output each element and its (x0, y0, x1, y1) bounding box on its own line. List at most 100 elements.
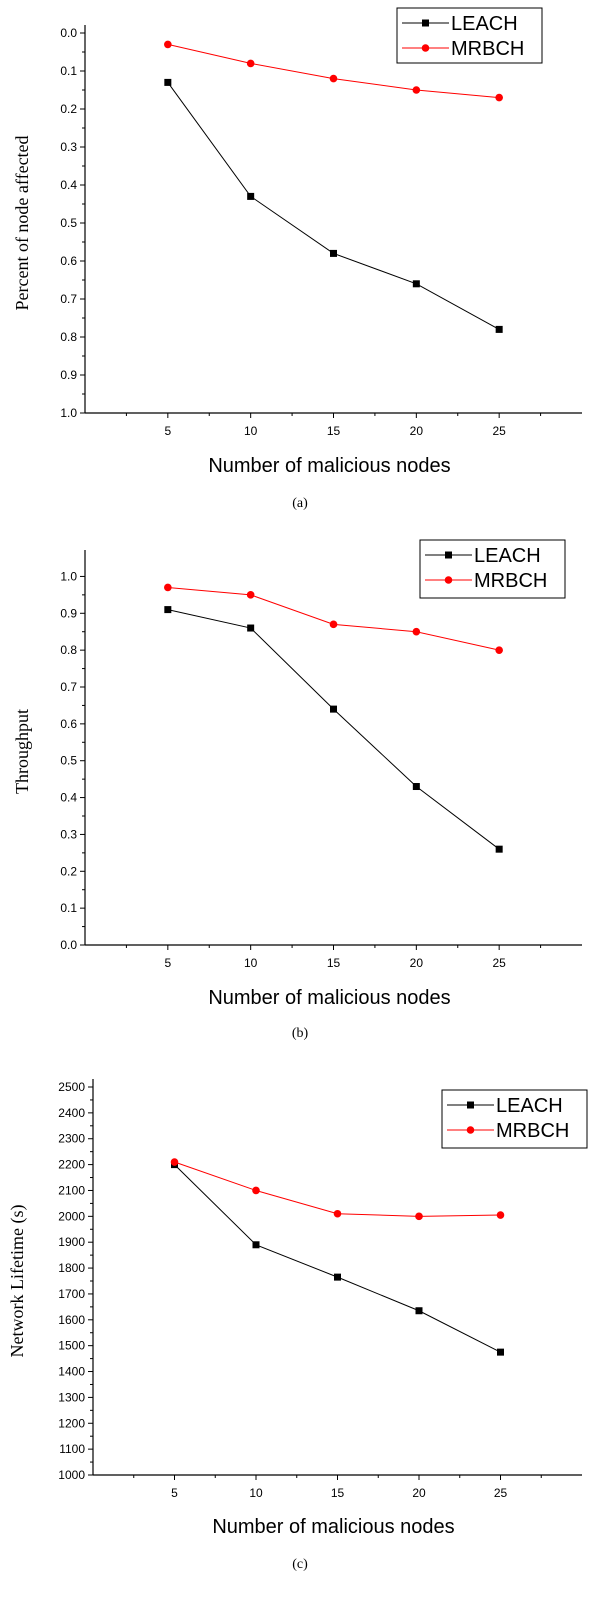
x-axis-label: Number of malicious nodes (208, 455, 450, 477)
y-tick-label: 1700 (58, 1287, 85, 1301)
y-tick-label: 0.7 (60, 292, 77, 306)
data-point-leach (497, 1348, 504, 1356)
x-tick-label: 15 (327, 956, 341, 970)
x-tick-label: 15 (331, 1486, 345, 1500)
x-tick-label: 25 (492, 956, 506, 970)
legend-marker-leach (467, 1101, 474, 1109)
data-point-leach (330, 249, 337, 257)
data-point-mrbch (252, 1186, 260, 1195)
legend-marker-mrbch (466, 1126, 475, 1134)
legend-marker-leach (445, 551, 452, 559)
y-tick-label: 0.2 (60, 102, 77, 116)
x-tick-label: 25 (492, 424, 506, 438)
y-tick-label: 0.9 (60, 606, 77, 620)
legend-label-mrbch: MRBCH (496, 1120, 569, 1142)
legend-label-leach: LEACH (451, 13, 518, 35)
legend-label-mrbch: MRBCH (474, 570, 547, 592)
data-point-leach (412, 280, 420, 288)
data-point-mrbch (164, 583, 172, 592)
legend-label-mrbch: MRBCH (451, 38, 524, 60)
y-tick-label: 1400 (58, 1365, 85, 1379)
legend-marker-leach (422, 19, 429, 27)
y-tick-label: 2200 (58, 1158, 85, 1172)
series-line-leach (167, 82, 500, 330)
y-tick-label: 2300 (58, 1132, 85, 1146)
y-tick-label: 0.5 (60, 754, 77, 768)
y-tick-label: 0.3 (60, 827, 77, 841)
x-tick-label: 10 (244, 956, 258, 970)
series-line-leach (167, 609, 500, 850)
y-tick-label: 0.8 (60, 643, 77, 657)
x-tick-label: 10 (244, 424, 258, 438)
data-point-leach (495, 845, 503, 853)
data-point-mrbch (495, 646, 503, 654)
x-axis-label: Number of malicious nodes (212, 1516, 454, 1538)
legend-box (419, 539, 566, 599)
y-tick-label: 1500 (58, 1339, 85, 1353)
y-tick-label: 0.6 (60, 254, 77, 268)
legend-label-leach: LEACH (474, 545, 541, 567)
legend-marker-mrbch (421, 44, 430, 52)
data-point-mrbch (246, 59, 255, 68)
y-tick-label: 1000 (58, 1468, 85, 1482)
y-tick-label: 1200 (58, 1416, 85, 1430)
data-point-leach (330, 705, 337, 713)
x-tick-label: 20 (410, 424, 424, 438)
data-point-mrbch (333, 1209, 342, 1218)
y-tick-label: 0.9 (60, 368, 77, 382)
data-point-mrbch (329, 620, 338, 629)
y-axis-label: Throughput (12, 709, 32, 794)
x-tick-label: 20 (410, 956, 424, 970)
y-tick-label: 1600 (58, 1313, 85, 1327)
y-tick-label: 1100 (59, 1442, 85, 1456)
chart-caption: (c) (292, 1557, 308, 1572)
data-point-mrbch (246, 591, 255, 599)
data-point-mrbch (412, 627, 421, 636)
data-point-mrbch (495, 93, 503, 102)
y-tick-label: 0.5 (60, 216, 77, 230)
y-tick-label: 0.3 (60, 140, 77, 154)
data-point-mrbch (415, 1212, 423, 1221)
data-point-leach (247, 624, 255, 632)
data-point-leach (247, 192, 255, 200)
data-point-mrbch (496, 1211, 505, 1219)
x-tick-label: 10 (249, 1486, 263, 1500)
y-tick-label: 2000 (58, 1209, 85, 1223)
data-point-leach (415, 1307, 423, 1315)
x-tick-label: 15 (327, 424, 341, 438)
data-point-mrbch (329, 74, 338, 83)
x-axis-label: Number of malicious nodes (208, 987, 450, 1009)
y-tick-label: 0.4 (60, 791, 77, 805)
legend-box (396, 7, 543, 64)
y-tick-label: 2500 (58, 1080, 85, 1094)
data-point-mrbch (412, 86, 421, 94)
chart-c: 1000 1100 1200 1300 1400 1500 1600 1700 1800 1900… (7, 1079, 588, 1572)
x-tick-label: 5 (164, 956, 171, 970)
y-tick-label: 1.0 (60, 569, 77, 583)
legend-label-leach: LEACH (496, 1095, 563, 1117)
y-axis-label: Network Lifetime (s) (7, 1205, 28, 1358)
series-line-mrbch (174, 1161, 501, 1217)
data-point-leach (495, 325, 503, 333)
y-tick-label: 0.0 (60, 26, 77, 40)
legend-marker-mrbch (444, 576, 453, 584)
y-tick-label: 1.0 (60, 406, 77, 420)
y-tick-label: 0.1 (60, 64, 77, 78)
y-axis-label: Percent of node affected (12, 135, 32, 310)
data-point-mrbch (170, 1158, 179, 1166)
chart-caption: (b) (292, 1026, 309, 1041)
data-point-leach (412, 783, 420, 791)
y-tick-label: 0.0 (60, 938, 77, 952)
y-tick-label: 1900 (58, 1235, 85, 1249)
chart-a: 0.0 0.1 0.2 0.3 0.4 0.5 0.6 0.7 0.8 0.9 1.0 5 10 15 20… (12, 7, 582, 511)
x-tick-label: 5 (164, 424, 171, 438)
y-tick-label: 1800 (58, 1261, 85, 1275)
y-tick-label: 0.1 (60, 901, 77, 915)
y-tick-label: 2100 (58, 1183, 85, 1197)
y-tick-label: 0.2 (60, 864, 77, 878)
data-point-mrbch (164, 40, 172, 49)
legend-box (441, 1089, 588, 1149)
y-tick-label: 2400 (58, 1106, 85, 1120)
series-line-leach (174, 1164, 501, 1353)
